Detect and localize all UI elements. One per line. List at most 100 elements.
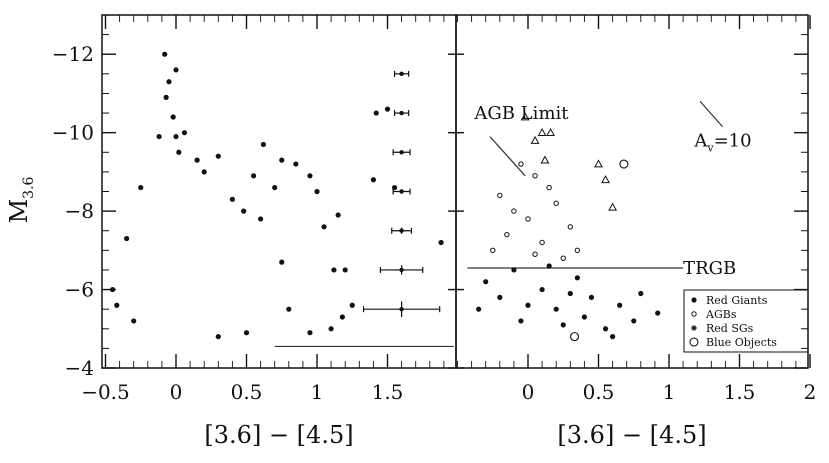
series-red-sgs (520, 112, 618, 211)
x-axis-title: [3.6] − [4.5] (204, 421, 353, 449)
data-point (349, 302, 355, 308)
data-point (574, 275, 580, 281)
data-point (601, 175, 610, 184)
y-axis: −12 −10 −8 −6 −4 (52, 14, 808, 380)
data-point (569, 332, 580, 342)
data-point (173, 133, 179, 140)
data-point (490, 247, 496, 254)
data-point (518, 161, 524, 167)
data-point (560, 322, 566, 328)
x-tick-label: 1.5 (724, 380, 756, 404)
series-left-points (109, 51, 444, 340)
panel-right: 0 0.5 1 1.5 2 [3.6] − [4.5] AGB Limit TRGB Av=10… (457, 15, 817, 449)
error-bar (391, 227, 413, 234)
data-point (339, 314, 345, 320)
panel-left: −0.5 0 0.5 1 1.5 [3.6] − [4.5] (81, 15, 454, 449)
data-point (170, 114, 176, 120)
data-point (532, 251, 538, 257)
data-point (581, 314, 588, 320)
data-point (243, 330, 250, 336)
y-tick-label: −10 (52, 121, 94, 145)
x-axis-title: [3.6] − [4.5] (557, 421, 706, 449)
data-point (114, 302, 120, 308)
data-point (530, 135, 540, 144)
data-point (546, 263, 552, 269)
data-point (314, 188, 320, 195)
data-point (138, 184, 144, 191)
error-bar (392, 149, 411, 156)
data-point (331, 267, 337, 273)
legend-label: Blue Objects (706, 336, 777, 349)
error-bar (392, 188, 411, 195)
x-tick-label: 0 (170, 380, 183, 404)
data-point (546, 128, 556, 137)
error-bar-point (399, 267, 404, 273)
data-point (594, 159, 603, 168)
data-point (260, 141, 267, 148)
annotation: AGB Limit (473, 103, 569, 124)
data-point (539, 286, 545, 293)
data-point (373, 110, 379, 116)
x-tick-label: 1 (311, 380, 324, 404)
data-point (229, 196, 235, 202)
overlay-line (489, 136, 526, 177)
data-point (525, 216, 531, 222)
data-point (258, 216, 264, 222)
data-point (574, 247, 581, 254)
legend-marker (691, 311, 697, 317)
data-point (610, 334, 616, 340)
data-point (201, 169, 207, 175)
y-axis-title-subscript: 3.6 (21, 176, 37, 198)
x-tick-label: 2 (804, 380, 817, 404)
data-point (342, 267, 348, 273)
data-point (540, 155, 550, 164)
legend-marker (691, 325, 697, 331)
data-point (539, 239, 545, 246)
data-point (307, 330, 313, 336)
data-point (567, 224, 573, 230)
data-point (619, 159, 629, 169)
data-point (279, 259, 285, 265)
legend-label: AGBs (705, 308, 737, 321)
y-tick-label: −6 (65, 278, 94, 302)
error-bar-point (399, 110, 404, 116)
data-point (176, 149, 182, 155)
error-bar-point (399, 228, 404, 233)
data-point (608, 202, 618, 211)
data-point (588, 294, 595, 300)
data-point (286, 306, 292, 312)
legend-label: Red SGs (706, 322, 754, 335)
x-tick-label: 0 (522, 380, 535, 404)
data-point (483, 279, 489, 285)
data-point (553, 306, 559, 312)
data-point (163, 94, 169, 100)
data-point (525, 302, 531, 308)
data-point (560, 255, 566, 261)
legend-box (683, 289, 809, 353)
series-agbs (490, 161, 581, 261)
data-point (335, 212, 341, 218)
data-point (617, 302, 623, 308)
annotation: TRGB (683, 258, 736, 279)
data-point (511, 267, 517, 273)
y-tick-label: −8 (65, 199, 94, 223)
data-point (293, 161, 299, 167)
data-point (537, 128, 547, 137)
data-point (173, 67, 179, 73)
data-point (476, 306, 482, 312)
data-point (438, 239, 444, 246)
error-bar-point (399, 189, 404, 194)
error-bar (362, 301, 441, 318)
data-point (328, 326, 334, 332)
data-point (602, 326, 609, 332)
data-point (567, 290, 573, 297)
data-point (166, 79, 172, 85)
data-point (279, 157, 285, 163)
error-bar-point (399, 71, 404, 77)
error-bar (393, 70, 410, 77)
data-point (532, 173, 538, 179)
data-point (553, 200, 559, 206)
x-tick-label: 0.5 (231, 380, 263, 404)
annotation: Av=10 (693, 131, 751, 155)
